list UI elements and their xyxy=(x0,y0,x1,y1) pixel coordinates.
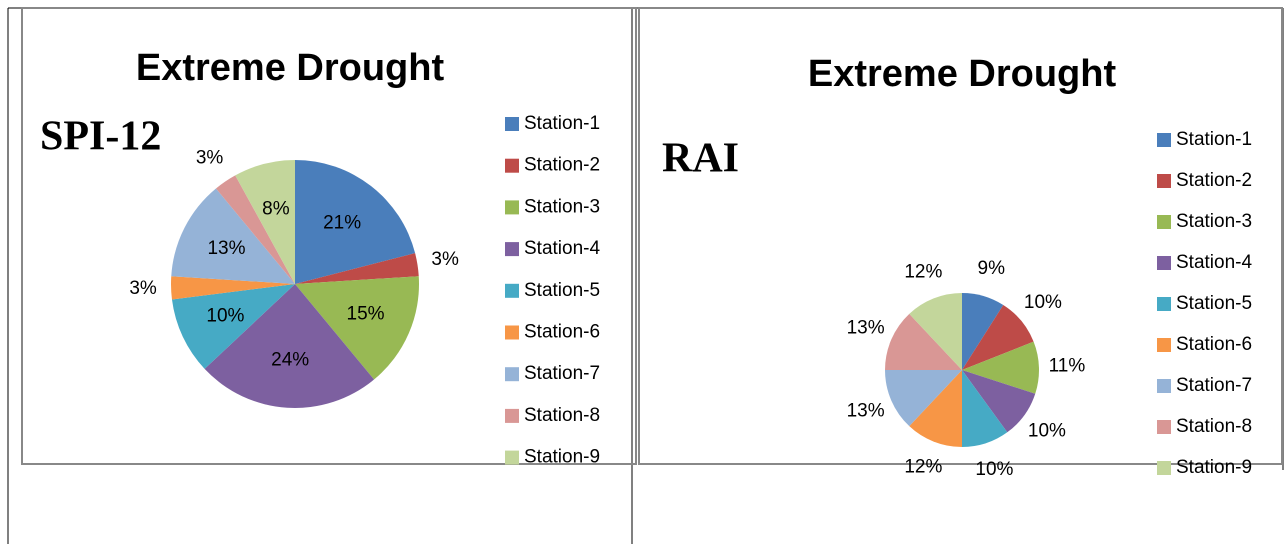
legend-swatch xyxy=(505,117,519,131)
data-label: 3% xyxy=(196,147,224,168)
pie-slice xyxy=(204,284,375,408)
legend-label: Station-1 xyxy=(1176,129,1252,150)
pie-slice xyxy=(962,304,1034,370)
legend-label: Station-1 xyxy=(524,113,600,134)
legend-swatch xyxy=(505,367,519,382)
chart-frame xyxy=(638,7,1283,465)
pie-slice xyxy=(295,253,419,284)
legend-label: Station-3 xyxy=(524,196,600,217)
data-label: 13% xyxy=(207,238,245,259)
chart-title: Extreme Drought xyxy=(808,53,1117,95)
data-label: 10% xyxy=(975,459,1013,480)
legend-swatch xyxy=(505,200,519,215)
data-label: 10% xyxy=(1028,421,1066,442)
pie-slice xyxy=(962,341,1039,394)
pie-slice xyxy=(909,370,962,447)
data-label: 8% xyxy=(262,199,290,220)
legend-label: Station-2 xyxy=(1176,170,1252,191)
data-label: 12% xyxy=(904,457,942,478)
legend-swatch xyxy=(1157,256,1171,270)
legend-label: Station-6 xyxy=(1176,334,1252,355)
legend-label: Station-8 xyxy=(1176,416,1252,437)
legend-swatch xyxy=(505,158,519,173)
legend-label: Station-9 xyxy=(524,447,600,468)
legend-label: Station-4 xyxy=(524,238,600,259)
legend-label: Station-6 xyxy=(524,322,600,343)
chart-title: Extreme Drought xyxy=(136,47,445,89)
chart-subtitle: RAI xyxy=(662,136,739,182)
pie-slice xyxy=(171,284,295,369)
legend-label: Station-4 xyxy=(1176,252,1252,273)
pie-slice xyxy=(171,276,295,300)
chart-frame xyxy=(21,7,637,465)
legend-swatch xyxy=(1157,297,1171,311)
pie-slice xyxy=(885,370,962,427)
legend-label: Station-5 xyxy=(524,280,600,301)
legend-swatch xyxy=(505,450,519,465)
data-label: 21% xyxy=(323,212,361,233)
data-label: 13% xyxy=(847,317,885,338)
data-label: 9% xyxy=(978,258,1006,279)
data-label: 12% xyxy=(904,261,942,282)
legend-label: Station-7 xyxy=(1176,375,1252,396)
data-label: 13% xyxy=(847,401,885,422)
legend-swatch xyxy=(505,283,519,298)
legend-label: Station-7 xyxy=(524,363,600,384)
pie-slice xyxy=(215,175,295,284)
data-label: 11% xyxy=(1049,356,1086,377)
data-label: 15% xyxy=(347,304,385,325)
pie-slice xyxy=(962,370,1036,433)
legend-label: Station-2 xyxy=(524,155,600,176)
data-label: 10% xyxy=(1024,292,1062,313)
data-label: 3% xyxy=(129,278,157,299)
legend-swatch xyxy=(1157,174,1171,188)
data-label: 24% xyxy=(271,350,309,371)
legend-swatch xyxy=(1157,215,1171,229)
legend-swatch xyxy=(1157,379,1171,393)
legend-label: Station-3 xyxy=(1176,211,1252,232)
legend-swatch xyxy=(1157,133,1171,147)
pie-slice xyxy=(171,188,295,284)
legend-swatch xyxy=(1157,461,1171,475)
pie-slice xyxy=(962,370,1008,447)
legend-swatch xyxy=(1157,338,1171,352)
legend-swatch xyxy=(1157,420,1171,434)
chart-subtitle: SPI-12 xyxy=(40,114,161,160)
pie-slice xyxy=(909,293,962,370)
pie-slice xyxy=(295,160,416,284)
legend-swatch xyxy=(505,408,519,423)
data-label: 10% xyxy=(206,306,244,327)
legend-label: Station-8 xyxy=(524,405,600,426)
legend-label: Station-5 xyxy=(1176,293,1252,314)
pie-slice xyxy=(962,293,1004,370)
legend-label: Station-9 xyxy=(1176,457,1252,478)
legend-swatch xyxy=(505,242,519,257)
pie-slice xyxy=(295,276,419,380)
pie-slice xyxy=(235,160,295,284)
pie-slice xyxy=(885,313,962,370)
legend-swatch xyxy=(505,325,519,340)
data-label: 3% xyxy=(431,249,459,270)
